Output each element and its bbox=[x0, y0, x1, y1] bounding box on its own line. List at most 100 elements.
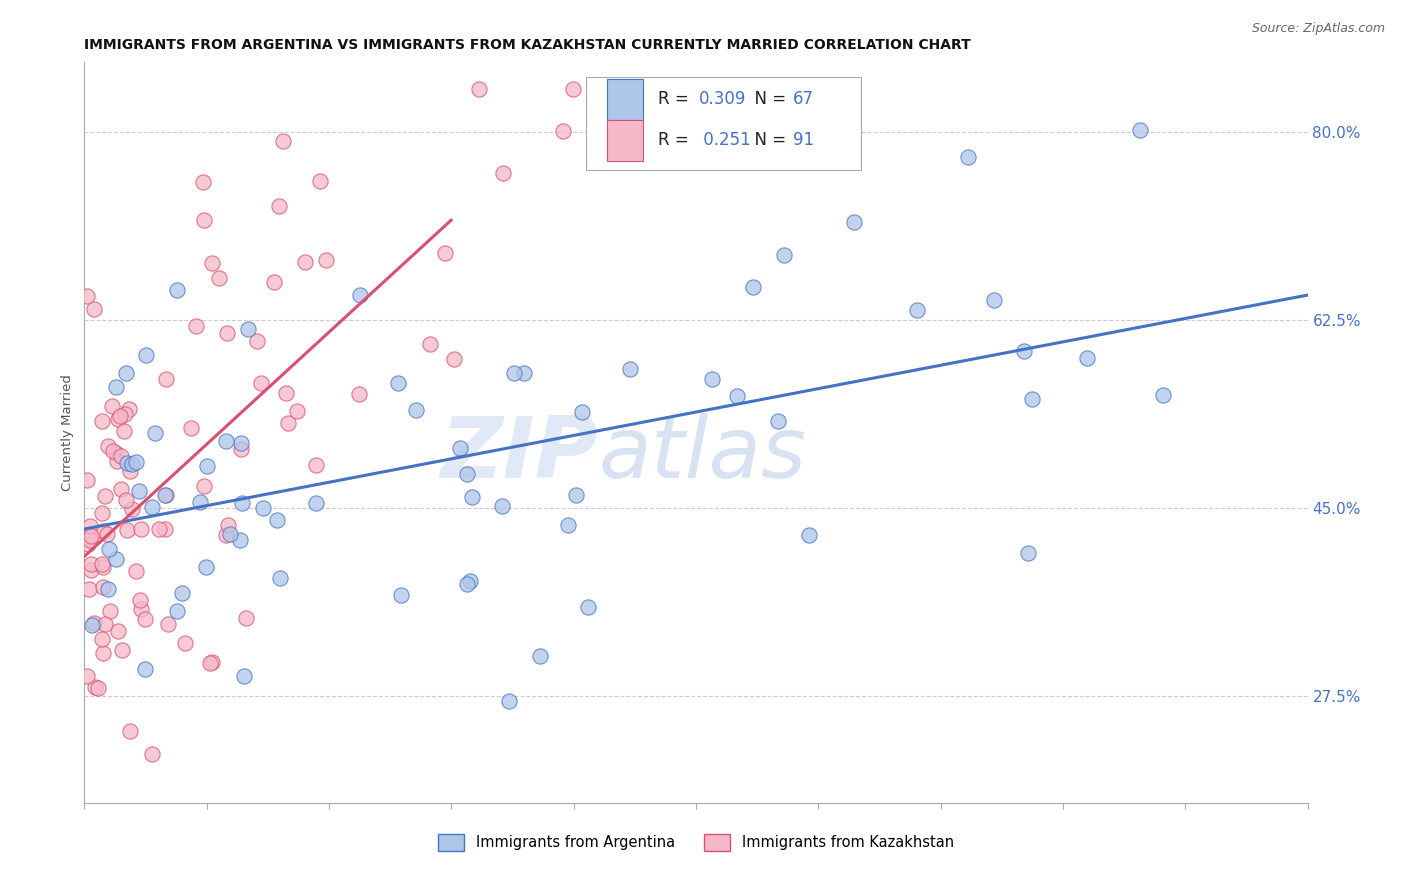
Point bbox=[110, 483, 132, 497]
Point bbox=[458, 574, 481, 589]
Point bbox=[93, 489, 115, 503]
Point bbox=[101, 399, 124, 413]
Point bbox=[76, 289, 98, 303]
Point bbox=[112, 424, 135, 438]
Point bbox=[193, 175, 215, 189]
Point bbox=[129, 601, 152, 615]
Text: 91: 91 bbox=[793, 131, 814, 149]
Point bbox=[309, 174, 332, 188]
Point bbox=[315, 252, 337, 267]
Point bbox=[449, 441, 471, 455]
Point bbox=[180, 421, 202, 435]
Text: Source: ZipAtlas.com: Source: ZipAtlas.com bbox=[1251, 22, 1385, 36]
Point bbox=[80, 557, 103, 571]
Point bbox=[166, 604, 188, 618]
Point bbox=[576, 600, 599, 615]
Point bbox=[201, 256, 224, 270]
Point bbox=[200, 656, 222, 670]
Point bbox=[456, 467, 478, 481]
Point bbox=[103, 444, 125, 458]
Point bbox=[91, 557, 114, 571]
Point bbox=[118, 464, 141, 478]
Point bbox=[115, 524, 138, 538]
Point bbox=[125, 455, 148, 469]
Point bbox=[141, 500, 163, 514]
Point bbox=[97, 439, 120, 453]
Point bbox=[263, 275, 285, 289]
Point bbox=[799, 527, 821, 541]
Text: N =: N = bbox=[744, 131, 792, 149]
Point bbox=[1017, 546, 1039, 560]
Point bbox=[1129, 122, 1152, 136]
Point bbox=[141, 747, 163, 761]
Point bbox=[502, 366, 524, 380]
Point bbox=[742, 279, 765, 293]
Point bbox=[844, 215, 866, 229]
Point bbox=[529, 649, 551, 664]
FancyBboxPatch shape bbox=[606, 79, 644, 120]
Point bbox=[250, 376, 273, 390]
Point bbox=[214, 434, 236, 449]
Point bbox=[188, 494, 211, 508]
Point bbox=[118, 402, 141, 417]
Point bbox=[1152, 388, 1174, 402]
Point bbox=[197, 459, 219, 474]
Point bbox=[79, 533, 101, 547]
Point bbox=[387, 376, 409, 391]
Point bbox=[93, 646, 115, 660]
Point bbox=[217, 517, 239, 532]
Point bbox=[134, 612, 156, 626]
Point bbox=[93, 559, 115, 574]
Point bbox=[233, 669, 256, 683]
Point bbox=[229, 442, 252, 456]
Text: R =: R = bbox=[658, 90, 695, 109]
Point bbox=[725, 389, 748, 403]
Point bbox=[905, 302, 928, 317]
Point bbox=[492, 166, 515, 180]
Point bbox=[195, 560, 218, 574]
Point bbox=[561, 82, 583, 96]
Text: N =: N = bbox=[744, 90, 792, 109]
Point bbox=[76, 473, 98, 487]
Point bbox=[773, 248, 796, 262]
Point bbox=[513, 366, 536, 380]
Point bbox=[276, 386, 298, 401]
Point bbox=[349, 288, 371, 302]
Point bbox=[104, 552, 127, 566]
Point bbox=[153, 487, 176, 501]
Point bbox=[571, 404, 593, 418]
Point bbox=[77, 537, 100, 551]
Point bbox=[229, 533, 252, 547]
Point bbox=[111, 643, 134, 657]
Point bbox=[277, 417, 299, 431]
Point bbox=[238, 322, 260, 336]
Point bbox=[128, 483, 150, 498]
Point bbox=[155, 372, 177, 386]
Point bbox=[114, 407, 136, 421]
Point bbox=[956, 150, 979, 164]
Point bbox=[80, 563, 103, 577]
Point bbox=[91, 632, 114, 647]
Point bbox=[201, 656, 224, 670]
Point bbox=[557, 518, 579, 533]
Point bbox=[115, 493, 138, 508]
Point bbox=[219, 527, 242, 541]
Point bbox=[118, 723, 141, 738]
Point bbox=[115, 456, 138, 470]
Point bbox=[172, 586, 194, 600]
Point bbox=[768, 414, 790, 428]
Point bbox=[80, 529, 103, 543]
Point bbox=[110, 449, 132, 463]
Point bbox=[80, 618, 103, 632]
Text: 67: 67 bbox=[793, 90, 814, 109]
Point bbox=[121, 502, 143, 516]
Point bbox=[1021, 392, 1043, 407]
Text: ZIP: ZIP bbox=[440, 413, 598, 496]
Point bbox=[107, 412, 129, 426]
Point bbox=[553, 124, 575, 138]
FancyBboxPatch shape bbox=[586, 78, 860, 169]
Point bbox=[405, 402, 427, 417]
Point bbox=[129, 522, 152, 536]
Point bbox=[129, 593, 152, 607]
Point bbox=[294, 255, 316, 269]
